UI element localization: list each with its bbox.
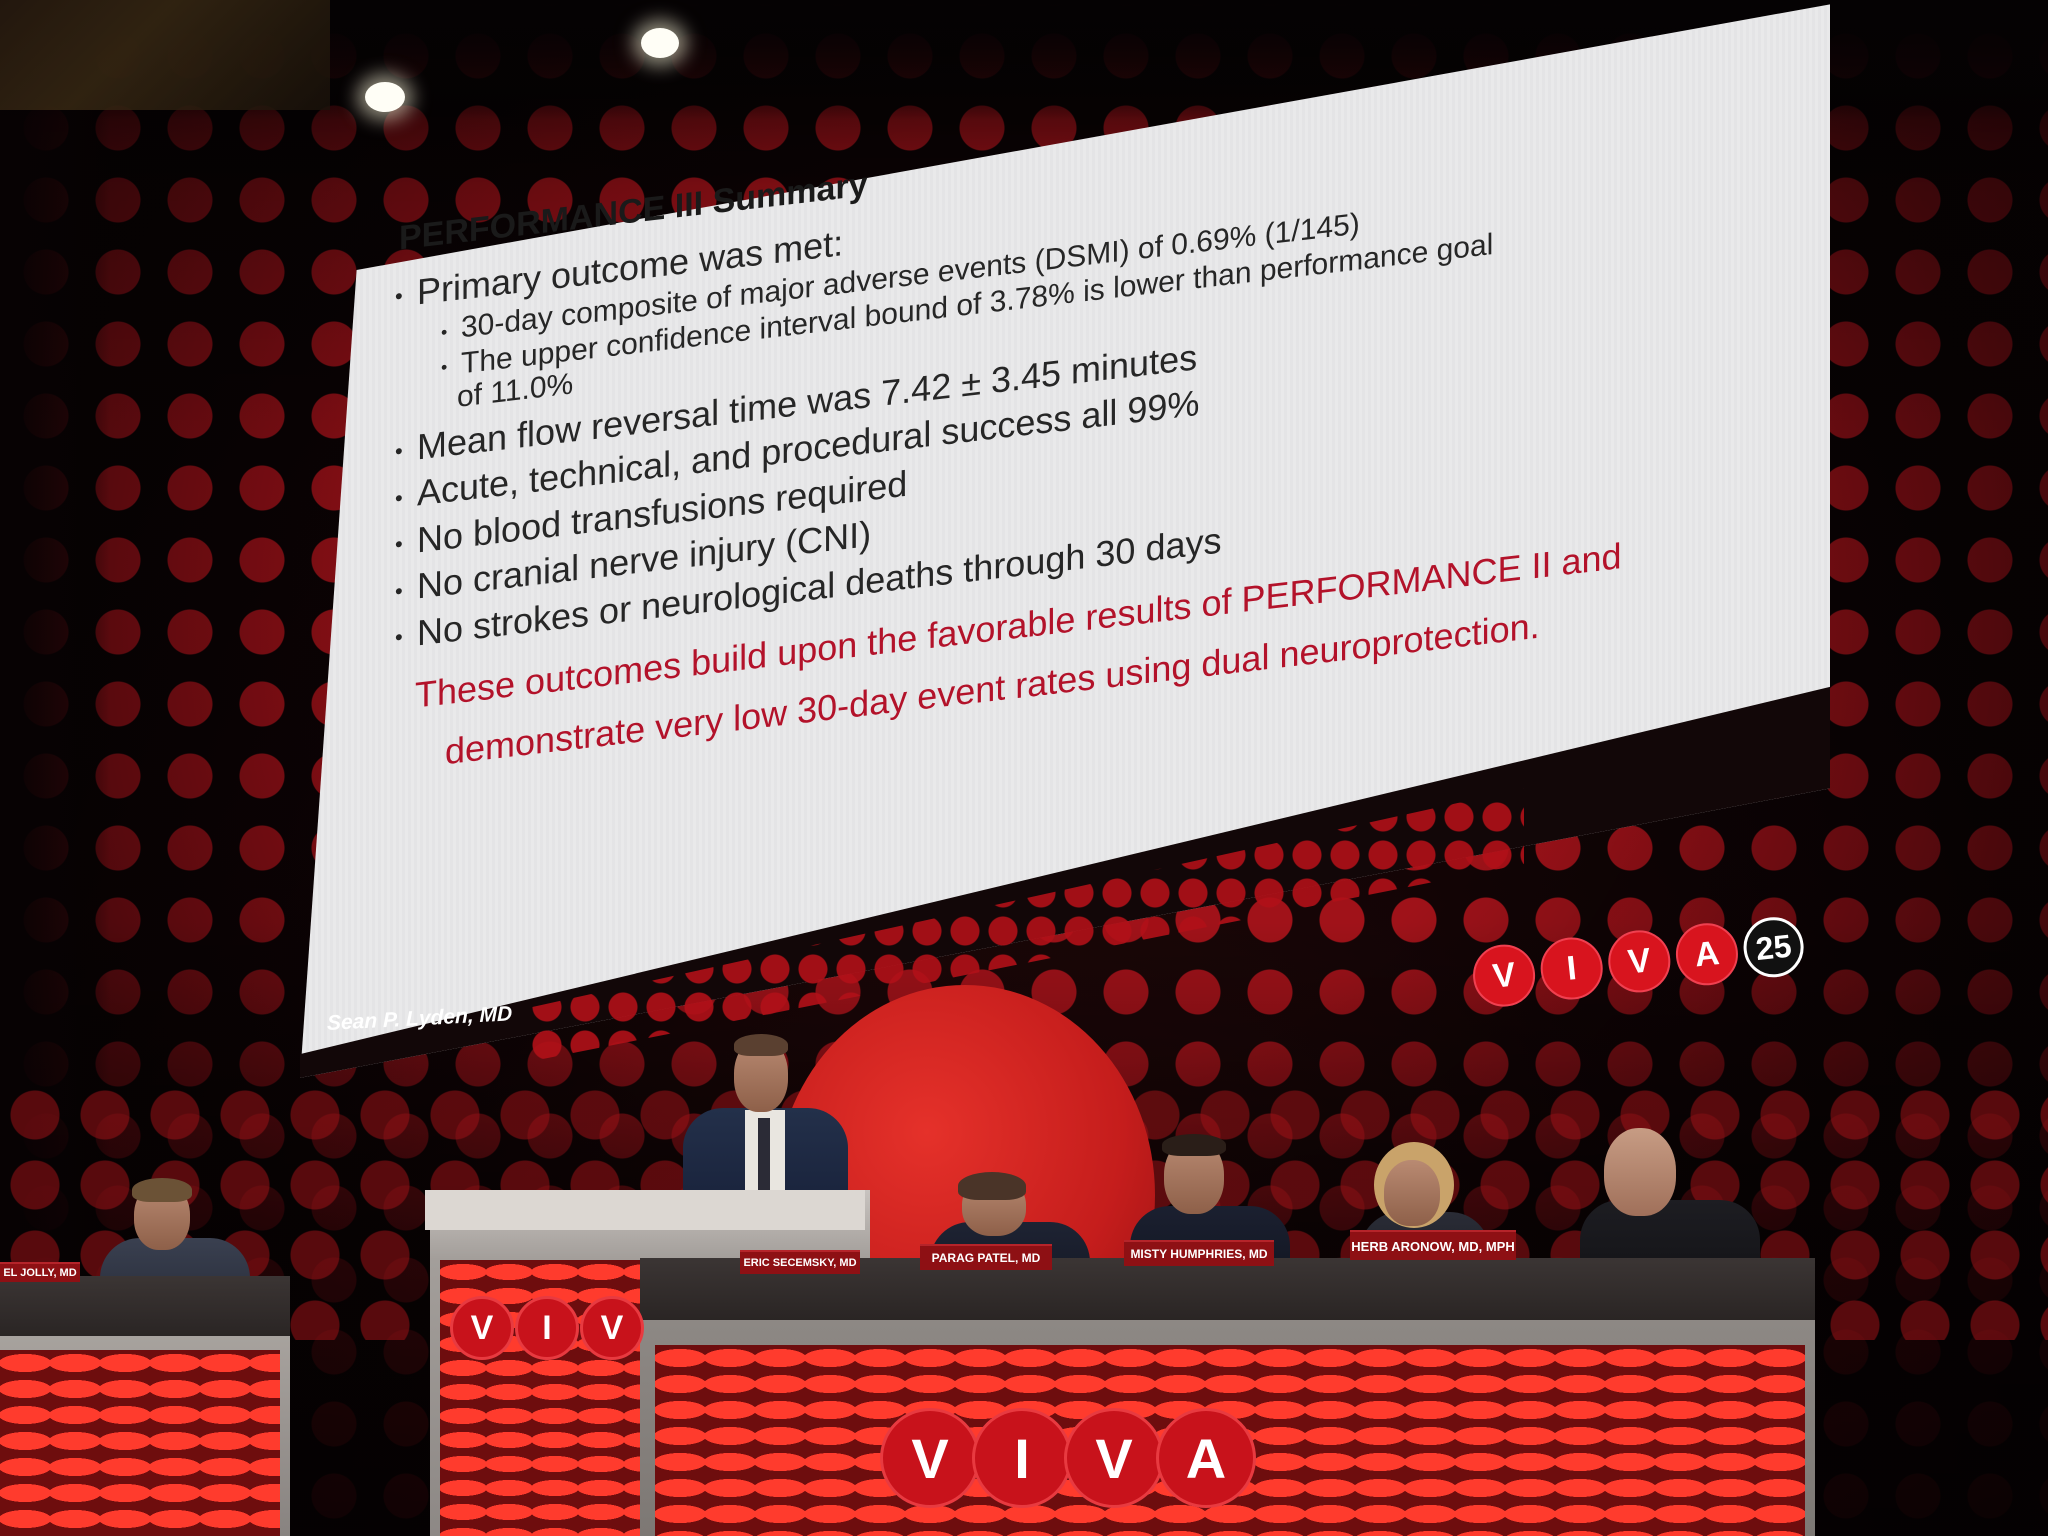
logo-year: 25 <box>1740 914 1807 981</box>
podium-letter: I <box>515 1296 579 1360</box>
lighting-truss <box>0 0 330 110</box>
desk-letter: V <box>880 1408 980 1508</box>
logo-letter: V <box>1605 927 1674 996</box>
desk-letter: A <box>1156 1408 1256 1508</box>
nameplate: ERIC SECEMSKY, MD <box>740 1250 860 1274</box>
nameplate: EL JOLLY, MD <box>0 1262 80 1282</box>
desk-letter: V <box>1064 1408 1164 1508</box>
logo-letter: V <box>1470 941 1539 1010</box>
logo-letter: I <box>1537 934 1606 1003</box>
spotlight <box>365 82 405 112</box>
spotlight <box>641 28 679 58</box>
nameplate: MISTY HUMPHRIES, MD <box>1124 1240 1274 1266</box>
nameplate: HERB ARONOW, MD, MPH <box>1350 1230 1516 1260</box>
podium-letter: V <box>450 1296 514 1360</box>
podium-letter: V <box>580 1296 644 1360</box>
logo-letter: A <box>1672 920 1742 989</box>
nameplate: PARAG PATEL, MD <box>920 1244 1052 1270</box>
desk-letter: I <box>972 1408 1072 1508</box>
